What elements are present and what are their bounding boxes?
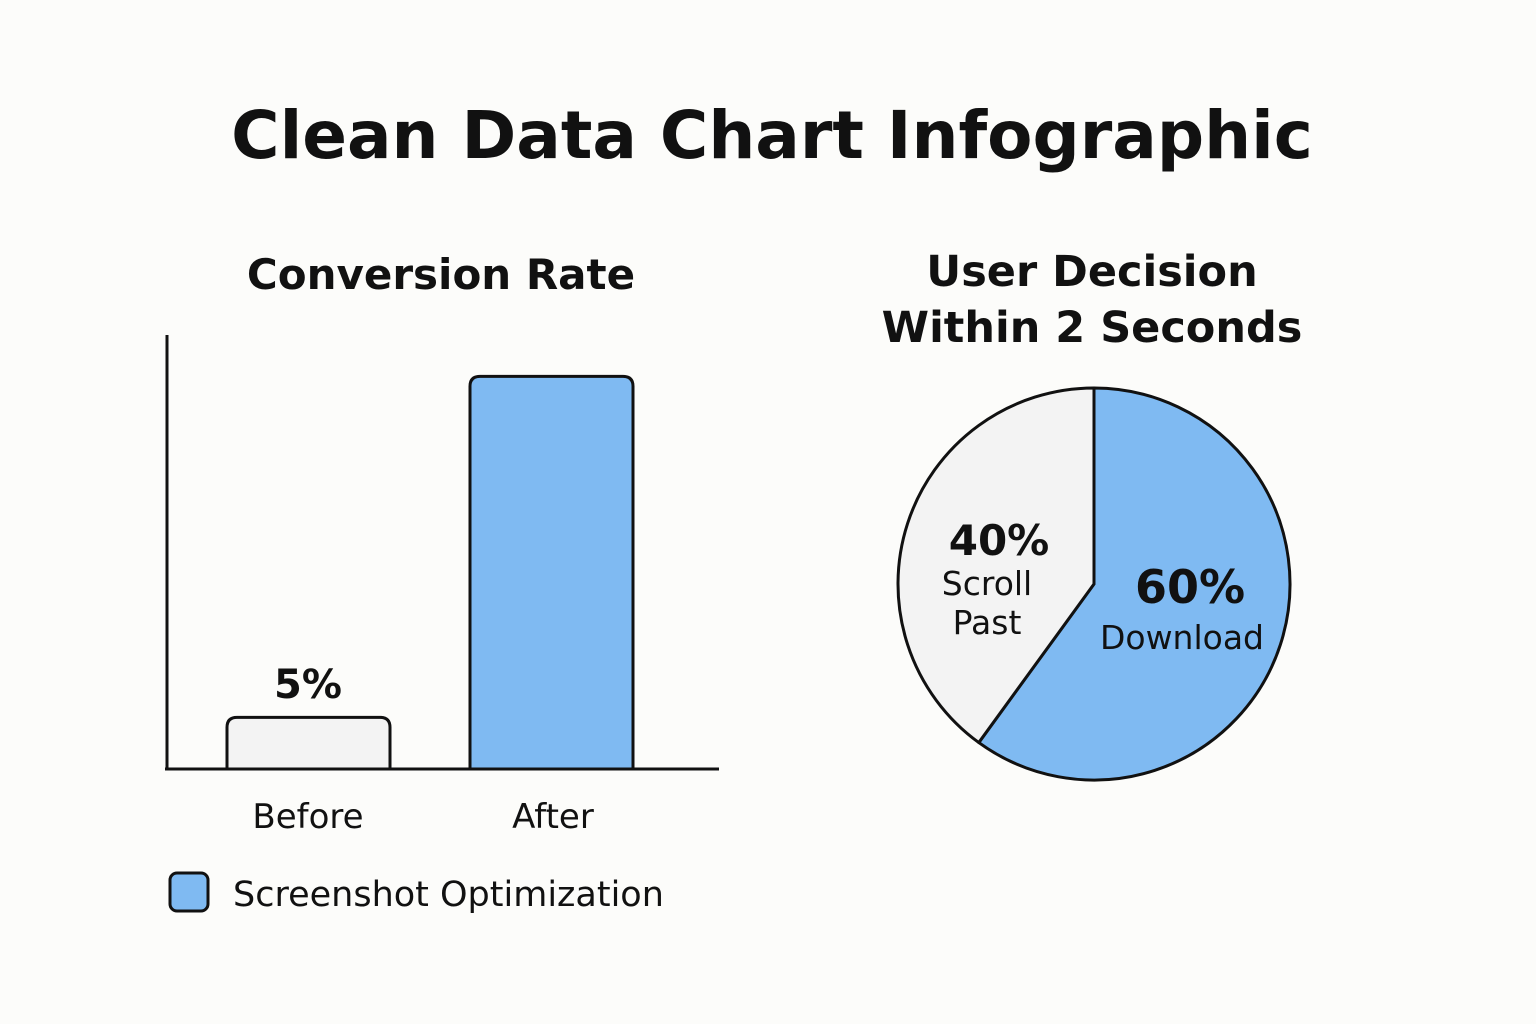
data-label-before: 5% bbox=[274, 662, 342, 708]
x-tick-label-after: After bbox=[512, 797, 594, 837]
bar-chart-title: Conversion Rate bbox=[247, 250, 635, 299]
legend-swatch bbox=[168, 871, 210, 913]
pie-slice-download bbox=[977, 386, 1292, 782]
bar-after bbox=[468, 374, 635, 769]
pie-title-line-2: Within 2 Seconds bbox=[882, 303, 1303, 353]
x-tick-label-before: Before bbox=[252, 797, 363, 837]
slice-label-download: Download bbox=[1100, 618, 1264, 657]
bar-before bbox=[225, 715, 392, 769]
legend-label: Screenshot Optimization bbox=[233, 875, 664, 915]
pie-title-line-1: User Decision bbox=[926, 247, 1257, 297]
slice-value-scroll-past: 40% bbox=[949, 516, 1050, 565]
pie-slice-scroll-past bbox=[896, 386, 1096, 745]
pie-chart: User Decision Within 2 Seconds 60% Downl… bbox=[882, 247, 1303, 782]
main-title: Clean Data Chart Infographic bbox=[231, 97, 1313, 174]
slice-label-scroll-past-2: Past bbox=[953, 603, 1022, 642]
bar-chart: Conversion Rate Before After 5% Screensh… bbox=[165, 250, 719, 915]
slice-value-download: 60% bbox=[1135, 560, 1245, 614]
slice-label-scroll-past-1: Scroll bbox=[942, 564, 1032, 603]
